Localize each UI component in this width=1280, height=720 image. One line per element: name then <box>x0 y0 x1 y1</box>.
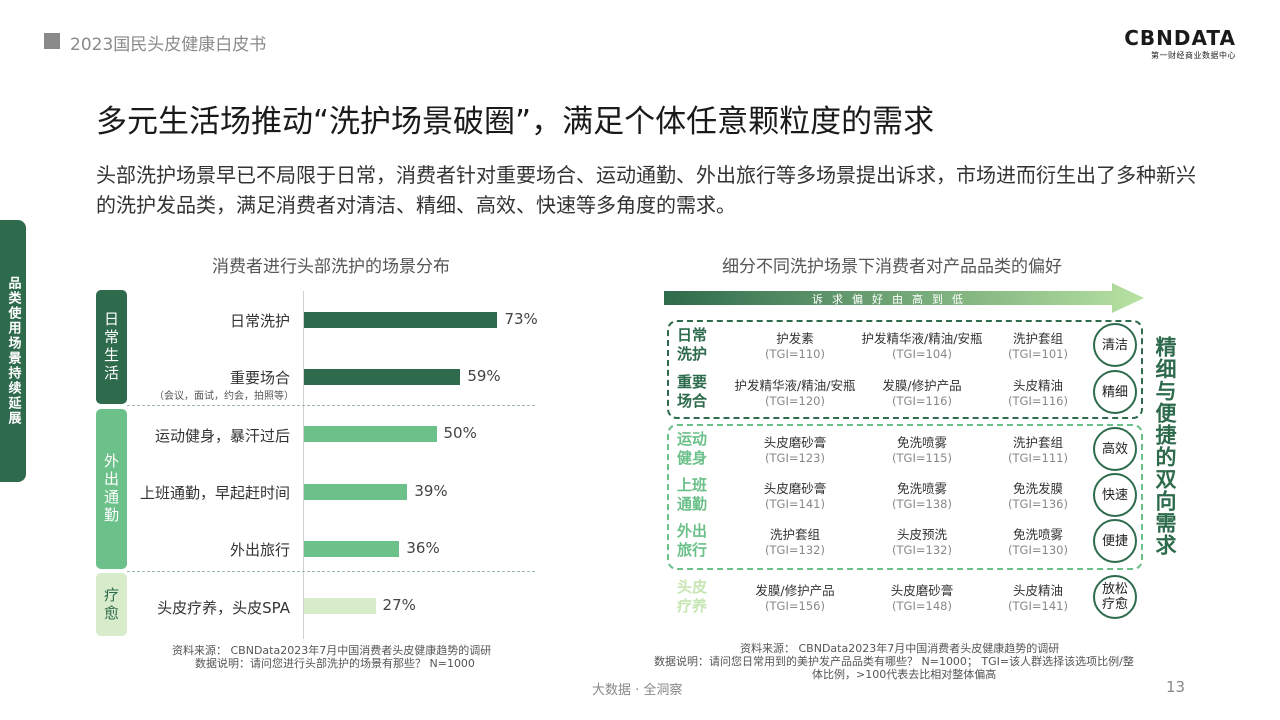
product-name: 免洗发膜 <box>1012 481 1063 496</box>
tgi-value: (TGI=111) <box>1008 451 1068 465</box>
product-name: 发膜/修护产品 <box>755 583 835 598</box>
tgi-value: (TGI=138) <box>892 497 952 511</box>
category-label: 运动健身，暴汗过后 <box>154 427 290 445</box>
tgi-value: (TGI=110) <box>765 347 825 361</box>
product-name: 头皮预洗 <box>896 527 947 542</box>
side-tab-label: 品类使用场景持续延展 <box>5 276 21 426</box>
bar <box>304 541 400 557</box>
tgi-value: (TGI=115) <box>892 451 952 465</box>
right-chart-title: 细分不同洗护场景下消费者对产品品类的偏好 <box>722 257 1062 277</box>
bar <box>304 598 376 614</box>
tgi-value: (TGI=116) <box>892 394 952 408</box>
value-label: 59% <box>467 367 501 385</box>
page-number: 13 <box>1166 678 1186 696</box>
product-name: 护发素 <box>776 331 814 346</box>
page-title: 多元生活场推动“洗护场景破圈”，满足个体任意颗粒度的需求 <box>96 104 935 140</box>
side-conclusion: 精细与便捷的双向需求 <box>1153 336 1177 556</box>
scene-box-daily <box>667 320 1143 419</box>
value-label: 50% <box>443 424 477 442</box>
tgi-value: (TGI=130) <box>1008 543 1068 557</box>
tgi-value: (TGI=104) <box>892 347 952 361</box>
arrow-label: 诉求偏好由高到低 <box>812 293 972 306</box>
group-label-text: 日常生活 <box>102 311 120 383</box>
product-name: 免洗喷雾 <box>1012 527 1063 542</box>
left-chart-title: 消费者进行头部洗护的场景分布 <box>212 257 450 277</box>
scene-label: 运动 健身 <box>676 430 707 467</box>
left-source: 资料来源： CBNData2023年7月中国消费者头皮健康趋势的调研 <box>172 644 492 657</box>
need-circle: 清洁 <box>1093 323 1137 367</box>
right-source: 资料来源： CBNData2023年7月中国消费者头皮健康趋势的调研 <box>740 642 1060 655</box>
bar <box>304 312 498 328</box>
scene-label: 重要 场合 <box>676 373 707 410</box>
group-label-daily: 日常生活 <box>96 290 127 404</box>
tgi-value: (TGI=116) <box>1008 394 1068 408</box>
need-circle: 放松 疗愈 <box>1093 575 1137 619</box>
category-label: 头皮疗养，头皮SPA <box>157 599 290 617</box>
group-divider <box>127 405 535 406</box>
product-name: 洗护套组 <box>1012 435 1063 450</box>
tgi-value: (TGI=136) <box>1008 497 1068 511</box>
category-label: 日常洗护 <box>229 312 290 330</box>
tgi-value: (TGI=148) <box>892 599 952 613</box>
need-circle: 快速 <box>1093 473 1137 517</box>
group-label-text: 外出通勤 <box>102 453 120 525</box>
product-name: 免洗喷雾 <box>896 481 947 496</box>
scene-label: 头皮 疗养 <box>676 578 707 615</box>
category-label: 外出旅行 <box>229 541 290 559</box>
header-square-icon <box>44 33 60 49</box>
logo: CBNDATA <box>1124 26 1236 50</box>
value-label: 27% <box>382 596 416 614</box>
tgi-value: (TGI=123) <box>765 451 825 465</box>
product-name: 头皮精油 <box>1012 378 1063 393</box>
bar <box>304 426 437 442</box>
footer-slogan: 大数据 · 全洞察 <box>592 683 683 698</box>
product-name: 头皮精油 <box>1012 583 1063 598</box>
tgi-value: (TGI=141) <box>765 497 825 511</box>
value-label: 36% <box>406 539 440 557</box>
product-name: 护发精华液/精油/安瓶 <box>861 331 983 346</box>
product-name: 头皮磨砂膏 <box>763 435 827 450</box>
need-circle: 精细 <box>1093 370 1137 414</box>
tgi-value: (TGI=101) <box>1008 347 1068 361</box>
scene-label: 外出 旅行 <box>676 522 707 559</box>
product-name: 洗护套组 <box>1012 331 1063 346</box>
group-divider <box>127 571 535 572</box>
category-subnote: （会议，面试，约会，拍照等） <box>154 391 294 402</box>
product-name: 头皮磨砂膏 <box>890 583 954 598</box>
value-label: 73% <box>504 310 538 328</box>
product-name: 头皮磨砂膏 <box>763 481 827 496</box>
scene-label: 上班 通勤 <box>676 476 707 513</box>
logo-subtitle: 第一财经商业数据中心 <box>1151 51 1236 60</box>
tgi-value: (TGI=132) <box>765 543 825 557</box>
chart-axis-line <box>303 291 304 639</box>
product-name: 洗护套组 <box>769 527 820 542</box>
group-label-text: 疗愈 <box>102 586 120 623</box>
scene-label: 日常 洗护 <box>676 326 707 363</box>
side-section-tab: 品类使用场景持续延展 <box>0 220 26 482</box>
preference-arrow <box>664 283 1144 313</box>
bar <box>304 369 461 385</box>
product-name: 免洗喷雾 <box>896 435 947 450</box>
left-note: 数据说明：请问您进行头部洗护的场景有那些？ N=1000 <box>195 657 475 670</box>
bar <box>304 484 408 500</box>
category-label: 重要场合 <box>229 369 290 387</box>
product-name: 发膜/修护产品 <box>882 378 962 393</box>
tgi-value: (TGI=156) <box>765 599 825 613</box>
intro-paragraph: 头部洗护场景早已不局限于日常，消费者针对重要场合、运动通勤、外出旅行等多场景提出… <box>96 163 1196 217</box>
value-label: 39% <box>414 482 448 500</box>
product-name: 护发精华液/精油/安瓶 <box>734 378 856 393</box>
right-note-line1: 数据说明：请问您日常用到的美护发产品品类有哪些？ N=1000； TGI=该人群… <box>654 655 1134 668</box>
scene-box-commute <box>667 424 1143 570</box>
tgi-value: (TGI=141) <box>1008 599 1068 613</box>
right-note-line2: 体比例，>100代表去比相对整体偏高 <box>812 668 997 681</box>
need-circle: 便捷 <box>1093 519 1137 563</box>
need-circle: 高效 <box>1093 427 1137 471</box>
group-label-healing: 疗愈 <box>96 573 127 636</box>
tgi-value: (TGI=132) <box>892 543 952 557</box>
category-label: 上班通勤，早起赶时间 <box>139 484 290 502</box>
report-title: 2023国民头皮健康白皮书 <box>70 35 267 55</box>
group-label-commute: 外出通勤 <box>96 409 127 569</box>
tgi-value: (TGI=120) <box>765 394 825 408</box>
